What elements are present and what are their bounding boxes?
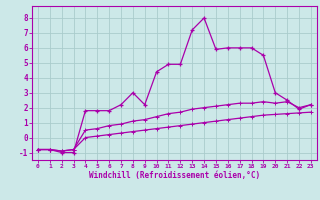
X-axis label: Windchill (Refroidissement éolien,°C): Windchill (Refroidissement éolien,°C): [89, 171, 260, 180]
